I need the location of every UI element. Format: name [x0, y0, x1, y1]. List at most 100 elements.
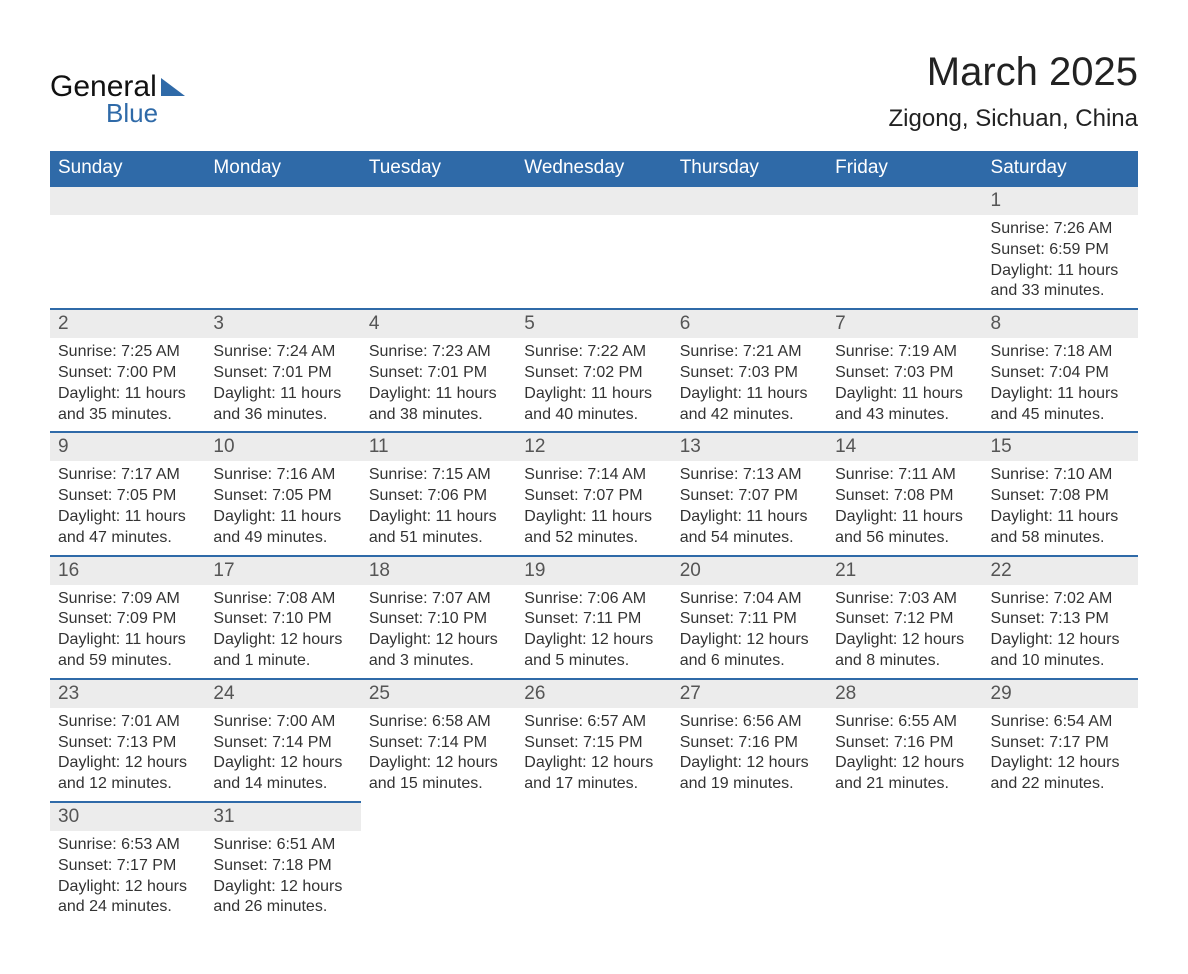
- day-number: [672, 187, 827, 215]
- sunset-line: Sunset: 7:13 PM: [991, 609, 1130, 630]
- daylight-line: Daylight: 11 hours and 52 minutes.: [524, 507, 663, 549]
- dow-header: Monday: [205, 151, 360, 186]
- day-number: 11: [361, 433, 516, 461]
- calendar-body: 1Sunrise: 7:26 AMSunset: 6:59 PMDaylight…: [50, 186, 1138, 924]
- sunset-line: Sunset: 7:05 PM: [58, 486, 197, 507]
- sunset-line: Sunset: 7:17 PM: [58, 856, 197, 877]
- sunrise-line: Sunrise: 7:17 AM: [58, 465, 197, 486]
- calendar-day-empty: [205, 186, 360, 309]
- sunrise-line: Sunrise: 7:01 AM: [58, 712, 197, 733]
- sunset-line: Sunset: 7:14 PM: [369, 733, 508, 754]
- logo-text-blue: Blue: [106, 98, 185, 129]
- day-number: 1: [983, 187, 1138, 215]
- page-subtitle: Zigong, Sichuan, China: [889, 105, 1139, 133]
- calendar-day: 24Sunrise: 7:00 AMSunset: 7:14 PMDayligh…: [205, 679, 360, 802]
- day-number: 2: [50, 310, 205, 338]
- sunrise-line: Sunrise: 7:19 AM: [835, 342, 974, 363]
- calendar-day: 19Sunrise: 7:06 AMSunset: 7:11 PMDayligh…: [516, 556, 671, 679]
- daylight-line: Daylight: 11 hours and 36 minutes.: [213, 384, 352, 426]
- day-number: 25: [361, 680, 516, 708]
- day-number: 10: [205, 433, 360, 461]
- calendar-day: 1Sunrise: 7:26 AMSunset: 6:59 PMDaylight…: [983, 186, 1138, 309]
- day-number: [50, 187, 205, 215]
- sunrise-line: Sunrise: 7:06 AM: [524, 589, 663, 610]
- day-body: Sunrise: 6:51 AMSunset: 7:18 PMDaylight:…: [205, 831, 360, 924]
- calendar-day: 11Sunrise: 7:15 AMSunset: 7:06 PMDayligh…: [361, 432, 516, 555]
- calendar-day: 4Sunrise: 7:23 AMSunset: 7:01 PMDaylight…: [361, 309, 516, 432]
- sunset-line: Sunset: 7:13 PM: [58, 733, 197, 754]
- day-body: Sunrise: 7:10 AMSunset: 7:08 PMDaylight:…: [983, 461, 1138, 554]
- day-number: [516, 187, 671, 215]
- sunset-line: Sunset: 7:10 PM: [369, 609, 508, 630]
- day-number: 24: [205, 680, 360, 708]
- sunrise-line: Sunrise: 7:26 AM: [991, 219, 1130, 240]
- day-number: 16: [50, 557, 205, 585]
- daylight-line: Daylight: 11 hours and 40 minutes.: [524, 384, 663, 426]
- sunrise-line: Sunrise: 6:51 AM: [213, 835, 352, 856]
- daylight-line: Daylight: 11 hours and 49 minutes.: [213, 507, 352, 549]
- day-body: Sunrise: 7:22 AMSunset: 7:02 PMDaylight:…: [516, 338, 671, 431]
- day-body: Sunrise: 7:18 AMSunset: 7:04 PMDaylight:…: [983, 338, 1138, 431]
- calendar-week: 30Sunrise: 6:53 AMSunset: 7:17 PMDayligh…: [50, 802, 1138, 924]
- day-number: 31: [205, 803, 360, 831]
- title-block: March 2025 Zigong, Sichuan, China: [889, 50, 1139, 133]
- day-number: 9: [50, 433, 205, 461]
- calendar-day-empty: [516, 186, 671, 309]
- calendar-day: 2Sunrise: 7:25 AMSunset: 7:00 PMDaylight…: [50, 309, 205, 432]
- day-body: Sunrise: 7:06 AMSunset: 7:11 PMDaylight:…: [516, 585, 671, 678]
- day-number: [672, 802, 827, 830]
- calendar-day: 30Sunrise: 6:53 AMSunset: 7:17 PMDayligh…: [50, 802, 205, 924]
- day-body: Sunrise: 7:01 AMSunset: 7:13 PMDaylight:…: [50, 708, 205, 801]
- day-number: 8: [983, 310, 1138, 338]
- day-body: Sunrise: 7:26 AMSunset: 6:59 PMDaylight:…: [983, 215, 1138, 308]
- daylight-line: Daylight: 12 hours and 12 minutes.: [58, 753, 197, 795]
- calendar-week: 2Sunrise: 7:25 AMSunset: 7:00 PMDaylight…: [50, 309, 1138, 432]
- page-header: General Blue March 2025 Zigong, Sichuan,…: [50, 50, 1138, 133]
- sunset-line: Sunset: 7:03 PM: [680, 363, 819, 384]
- daylight-line: Daylight: 12 hours and 3 minutes.: [369, 630, 508, 672]
- day-body: [827, 830, 982, 910]
- day-body: [983, 830, 1138, 910]
- sunset-line: Sunset: 7:07 PM: [524, 486, 663, 507]
- calendar-table: SundayMondayTuesdayWednesdayThursdayFrid…: [50, 151, 1138, 924]
- sunrise-line: Sunrise: 7:03 AM: [835, 589, 974, 610]
- daylight-line: Daylight: 12 hours and 10 minutes.: [991, 630, 1130, 672]
- day-number: [827, 187, 982, 215]
- day-number: 20: [672, 557, 827, 585]
- sunrise-line: Sunrise: 7:10 AM: [991, 465, 1130, 486]
- calendar-day: 8Sunrise: 7:18 AMSunset: 7:04 PMDaylight…: [983, 309, 1138, 432]
- day-body: Sunrise: 7:00 AMSunset: 7:14 PMDaylight:…: [205, 708, 360, 801]
- sunrise-line: Sunrise: 7:16 AM: [213, 465, 352, 486]
- day-body: Sunrise: 7:21 AMSunset: 7:03 PMDaylight:…: [672, 338, 827, 431]
- sunset-line: Sunset: 7:01 PM: [369, 363, 508, 384]
- day-number: [983, 802, 1138, 830]
- day-number: 18: [361, 557, 516, 585]
- day-body: Sunrise: 7:15 AMSunset: 7:06 PMDaylight:…: [361, 461, 516, 554]
- day-number: 6: [672, 310, 827, 338]
- day-body: [361, 215, 516, 295]
- day-body: Sunrise: 7:04 AMSunset: 7:11 PMDaylight:…: [672, 585, 827, 678]
- day-body: [361, 830, 516, 910]
- page-title: March 2025: [889, 50, 1139, 95]
- calendar-day-empty: [672, 186, 827, 309]
- calendar-day: 18Sunrise: 7:07 AMSunset: 7:10 PMDayligh…: [361, 556, 516, 679]
- day-number: 23: [50, 680, 205, 708]
- sunset-line: Sunset: 7:00 PM: [58, 363, 197, 384]
- daylight-line: Daylight: 12 hours and 5 minutes.: [524, 630, 663, 672]
- sunrise-line: Sunrise: 6:57 AM: [524, 712, 663, 733]
- calendar-day: 22Sunrise: 7:02 AMSunset: 7:13 PMDayligh…: [983, 556, 1138, 679]
- sunset-line: Sunset: 7:01 PM: [213, 363, 352, 384]
- daylight-line: Daylight: 12 hours and 15 minutes.: [369, 753, 508, 795]
- day-number: 21: [827, 557, 982, 585]
- sunset-line: Sunset: 7:16 PM: [680, 733, 819, 754]
- sunset-line: Sunset: 7:05 PM: [213, 486, 352, 507]
- sunset-line: Sunset: 7:09 PM: [58, 609, 197, 630]
- dow-header: Sunday: [50, 151, 205, 186]
- calendar-day-empty: [361, 802, 516, 924]
- calendar-week: 1Sunrise: 7:26 AMSunset: 6:59 PMDaylight…: [50, 186, 1138, 309]
- calendar-day: 10 Sunrise: 7:16 AMSunset: 7:05 PMDayligh…: [205, 432, 360, 555]
- calendar-day: 12Sunrise: 7:14 AMSunset: 7:07 PMDayligh…: [516, 432, 671, 555]
- day-body: Sunrise: 7:02 AMSunset: 7:13 PMDaylight:…: [983, 585, 1138, 678]
- calendar-day: 27Sunrise: 6:56 AMSunset: 7:16 PMDayligh…: [672, 679, 827, 802]
- day-body: [672, 215, 827, 295]
